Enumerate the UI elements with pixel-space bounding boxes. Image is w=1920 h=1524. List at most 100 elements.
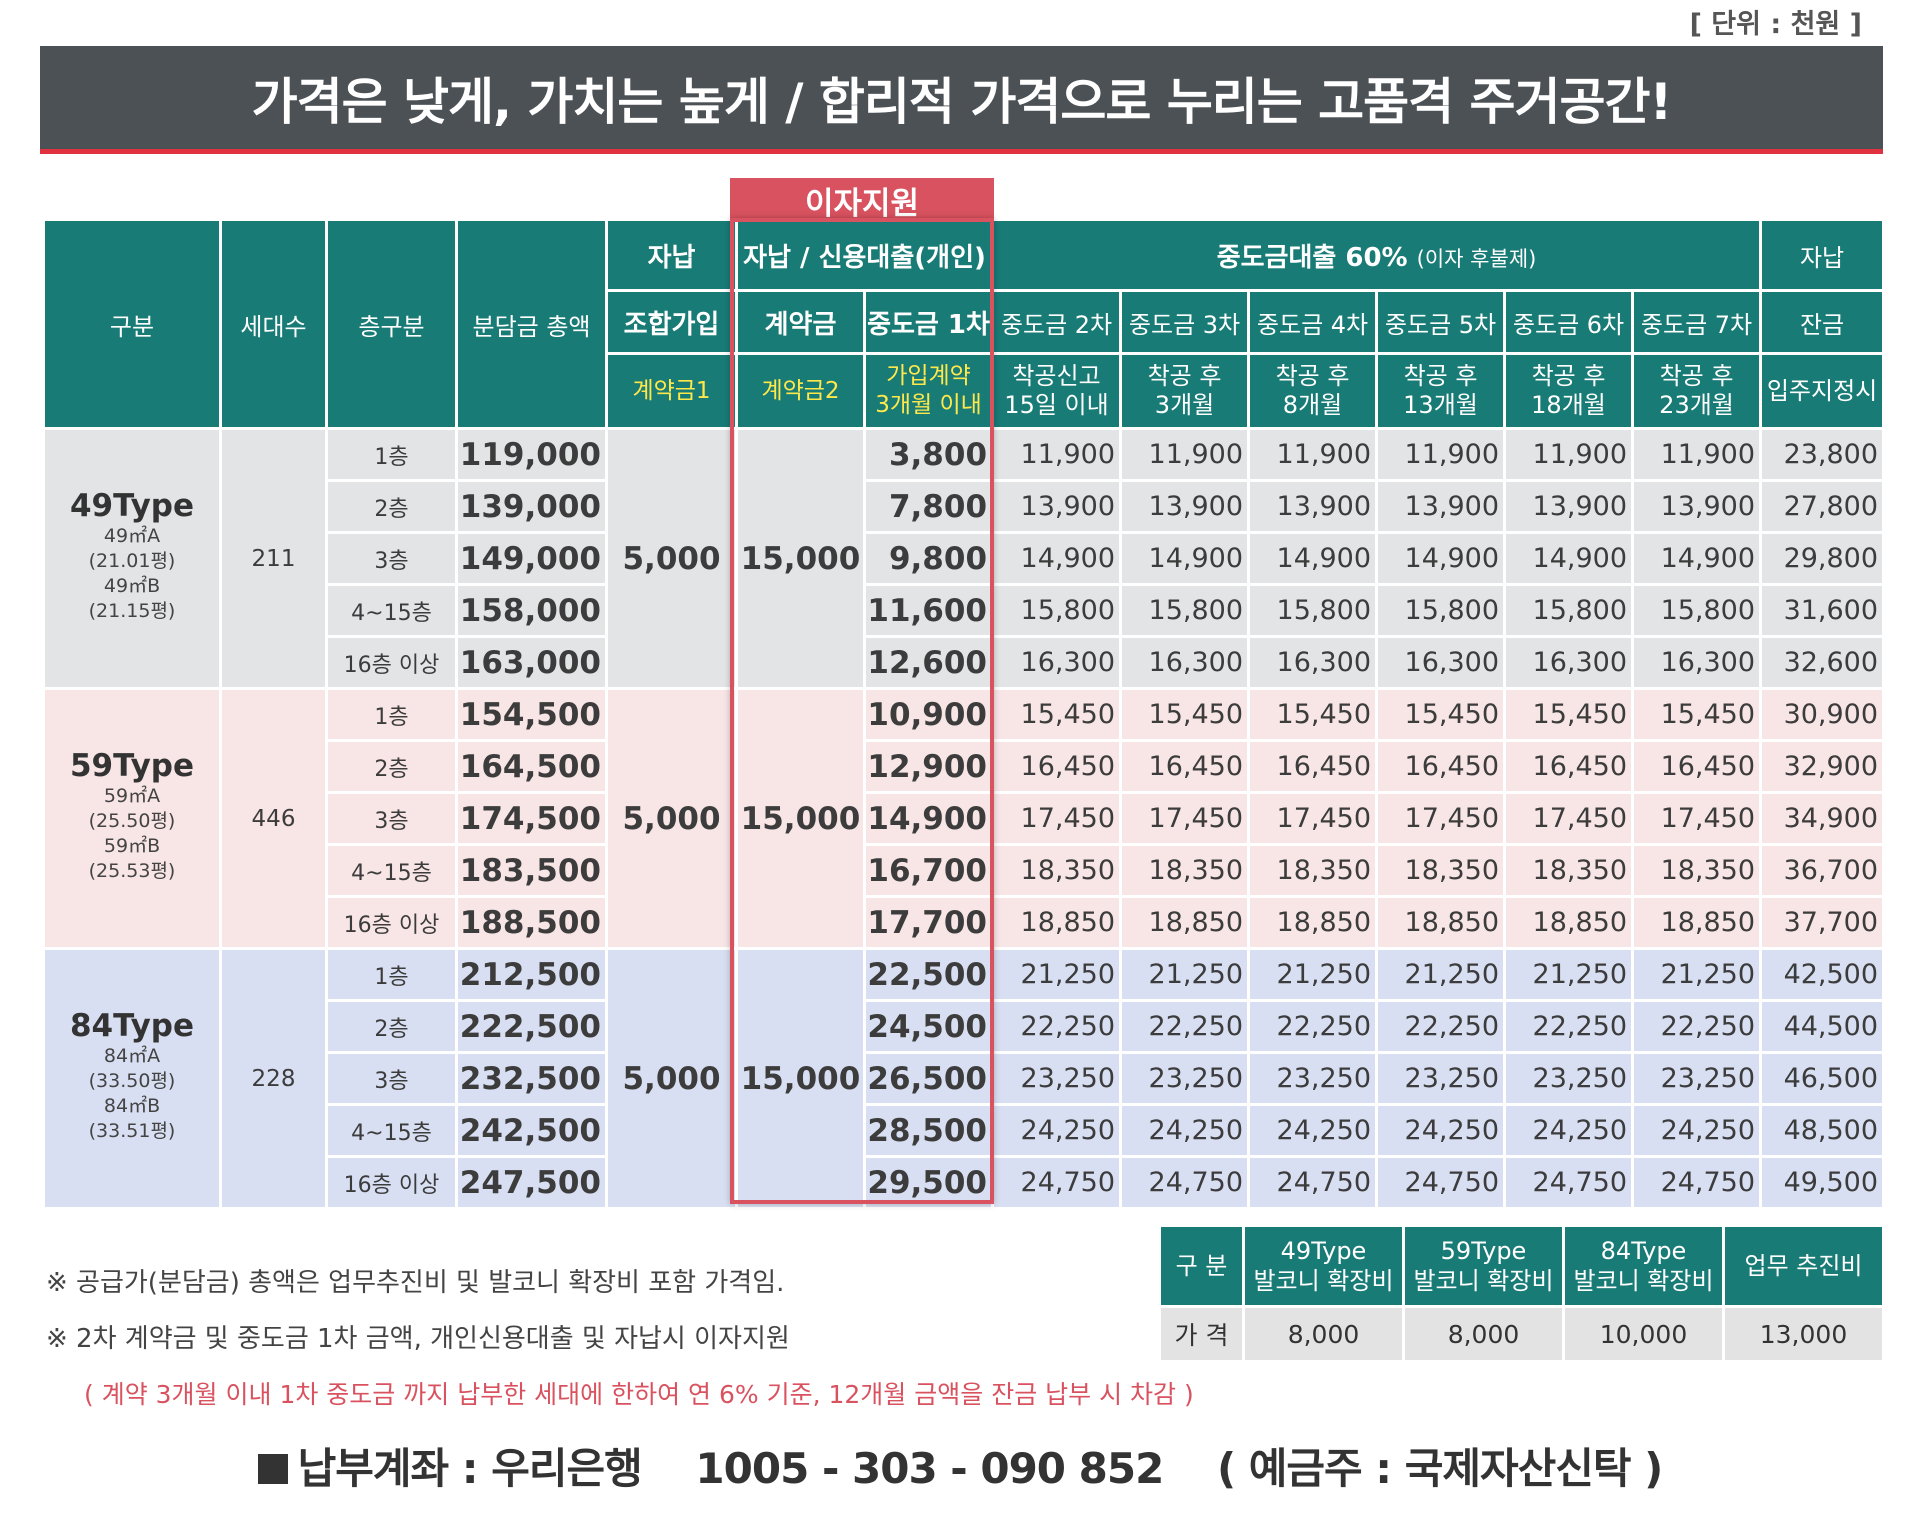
mid7-cell: 16,300 — [1631, 635, 1763, 690]
header-self-loan: 자납 / 신용대출(개인) — [734, 218, 995, 292]
mid5-cell: 15,800 — [1375, 583, 1507, 638]
mid3-cell: 13,900 — [1119, 479, 1251, 534]
mid3-cell: 17,450 — [1119, 791, 1251, 846]
mid5-cell: 15,450 — [1375, 687, 1507, 742]
mid1-cell: 22,500 — [862, 947, 995, 1002]
mid4-cell: 22,250 — [1247, 999, 1379, 1054]
balance-cell: 32,600 — [1759, 635, 1886, 690]
mid6-cell: 21,250 — [1503, 947, 1635, 1002]
mid2-cell: 15,450 — [991, 687, 1123, 742]
mid5-cell: 17,450 — [1375, 791, 1507, 846]
table-row: 16층 이상 188,500 17,700 18,850 18,850 18,850 18,… — [44, 895, 1886, 950]
mid2-cell: 18,350 — [991, 843, 1123, 898]
balcony-price-59: 8,000 — [1402, 1305, 1565, 1363]
total-cell: 149,000 — [455, 531, 608, 586]
mid1-cell: 26,500 — [862, 1051, 995, 1106]
mid5-cell: 11,900 — [1375, 427, 1507, 482]
mid5-cell: 21,250 — [1375, 947, 1507, 1002]
balance-cell: 31,600 — [1759, 583, 1886, 638]
timing-mid5-a: 착공 후 — [1403, 362, 1478, 390]
balance-cell: 44,500 — [1759, 999, 1886, 1054]
balcony-header-84-type: 84Type — [1600, 1237, 1687, 1265]
note-1: ※ 공급가(분담금) 총액은 업무추진비 및 발코니 확장비 포함 가격임. — [46, 1268, 785, 1298]
balance-cell: 32,900 — [1759, 739, 1886, 794]
timing-balance: 입주지정시 — [1759, 352, 1886, 430]
floor-cell: 4~15층 — [325, 1103, 458, 1158]
total-cell: 247,500 — [455, 1155, 608, 1210]
timing-mid7-a: 착공 후 — [1659, 362, 1734, 390]
mid6-cell: 15,800 — [1503, 583, 1635, 638]
header-mid7: 중도금 7차 — [1631, 289, 1763, 355]
mid5-cell: 22,250 — [1375, 999, 1507, 1054]
total-cell: 164,500 — [455, 739, 608, 794]
mid3-cell: 23,250 — [1119, 1051, 1251, 1106]
table-row: 16층 이상 247,500 29,500 24,750 24,750 24,750 24,… — [44, 1155, 1886, 1210]
balance-cell: 23,800 — [1759, 427, 1886, 482]
mid3-cell: 15,450 — [1119, 687, 1251, 742]
loan-group-label: 중도금대출 60% — [1216, 242, 1408, 273]
balance-cell: 37,700 — [1759, 895, 1886, 950]
floor-cell: 16층 이상 — [325, 895, 458, 950]
mid3-cell: 16,300 — [1119, 635, 1251, 690]
type-name: 49Type — [69, 487, 195, 524]
timing-mid2: 착공신고 15일 이내 — [991, 352, 1123, 430]
total-cell: 163,000 — [455, 635, 608, 690]
mid1-cell: 16,700 — [862, 843, 995, 898]
header-mid5: 중도금 5차 — [1375, 289, 1507, 355]
type-area-b: 49㎡B — [103, 574, 161, 597]
account-holder: ( 예금주 : 국제자산신탁 ) — [1216, 1444, 1663, 1493]
timing-mid4-a: 착공 후 — [1275, 362, 1350, 390]
mid6-cell: 14,900 — [1503, 531, 1635, 586]
mid2-cell: 15,800 — [991, 583, 1123, 638]
balcony-header-49: 49Type 발코니 확장비 — [1242, 1224, 1405, 1308]
mid6-cell: 24,250 — [1503, 1103, 1635, 1158]
mid5-cell: 23,250 — [1375, 1051, 1507, 1106]
mid1-cell: 11,600 — [862, 583, 995, 638]
balance-cell: 29,800 — [1759, 531, 1886, 586]
balance-cell: 46,500 — [1759, 1051, 1886, 1106]
balance-cell: 30,900 — [1759, 687, 1886, 742]
mid6-cell: 11,900 — [1503, 427, 1635, 482]
mid2-cell: 17,450 — [991, 791, 1123, 846]
mid5-cell: 13,900 — [1375, 479, 1507, 534]
table-row: 3층 232,500 26,500 23,250 23,250 23,250 23,250 2… — [44, 1051, 1886, 1106]
mid1-cell: 3,800 — [862, 427, 995, 482]
total-cell: 119,000 — [455, 427, 608, 482]
mid4-cell: 11,900 — [1247, 427, 1379, 482]
timing-mid3: 착공 후 3개월 — [1119, 352, 1251, 430]
square-bullet-icon — [257, 1453, 288, 1484]
table-row: 84Type 84㎡A (33.50평) 84㎡B (33.51평) 228 1층 212,5… — [42, 947, 1886, 1210]
mid7-cell: 22,250 — [1631, 999, 1763, 1054]
mid4-cell: 15,800 — [1247, 583, 1379, 638]
timing-mid7: 착공 후 23개월 — [1631, 352, 1763, 430]
contract-fee-cell: 15,000 — [735, 687, 866, 950]
mid7-cell: 16,450 — [1631, 739, 1763, 794]
price-table: 구분 세대수 층구분 분담금 총액 자납 자납 / 신용대출(개인) 중도금대출… — [42, 218, 1886, 1210]
interest-support-label: 이자지원 — [730, 178, 994, 222]
mid7-cell: 13,900 — [1631, 479, 1763, 534]
balance-cell: 49,500 — [1759, 1155, 1886, 1210]
balcony-header-49-type: 49Type — [1280, 1237, 1367, 1265]
floor-cell: 2층 — [325, 999, 458, 1054]
mid3-cell: 22,250 — [1119, 999, 1251, 1054]
balance-cell: 42,500 — [1759, 947, 1886, 1002]
table-row: 3층 174,500 14,900 17,450 17,450 17,450 17,450 1… — [44, 791, 1886, 846]
header-gubun: 구분 — [42, 218, 222, 430]
note-2: ※ 2차 계약금 및 중도금 1차 금액, 개인신용대출 및 자납시 이자지원 — [46, 1324, 790, 1354]
total-cell: 154,500 — [455, 687, 608, 742]
mid4-cell: 16,450 — [1247, 739, 1379, 794]
mid6-cell: 13,900 — [1503, 479, 1635, 534]
header-mid3: 중도금 3차 — [1119, 289, 1251, 355]
balcony-header-59-type: 59Type — [1440, 1237, 1527, 1265]
balance-cell: 34,900 — [1759, 791, 1886, 846]
balcony-header-84: 84Type 발코니 확장비 — [1562, 1224, 1725, 1308]
timing-mid2-a: 착공신고 — [1012, 362, 1101, 390]
timing-mid6-a: 착공 후 — [1531, 362, 1606, 390]
timing-mid3-b: 3개월 — [1154, 391, 1215, 419]
mid4-cell: 18,850 — [1247, 895, 1379, 950]
mid4-cell: 24,750 — [1247, 1155, 1379, 1210]
timing-mid3-a: 착공 후 — [1147, 362, 1222, 390]
type-pyeong-b: (25.53평) — [88, 859, 176, 882]
balcony-header-84-label: 발코니 확장비 — [1573, 1267, 1714, 1295]
mid2-cell: 16,300 — [991, 635, 1123, 690]
